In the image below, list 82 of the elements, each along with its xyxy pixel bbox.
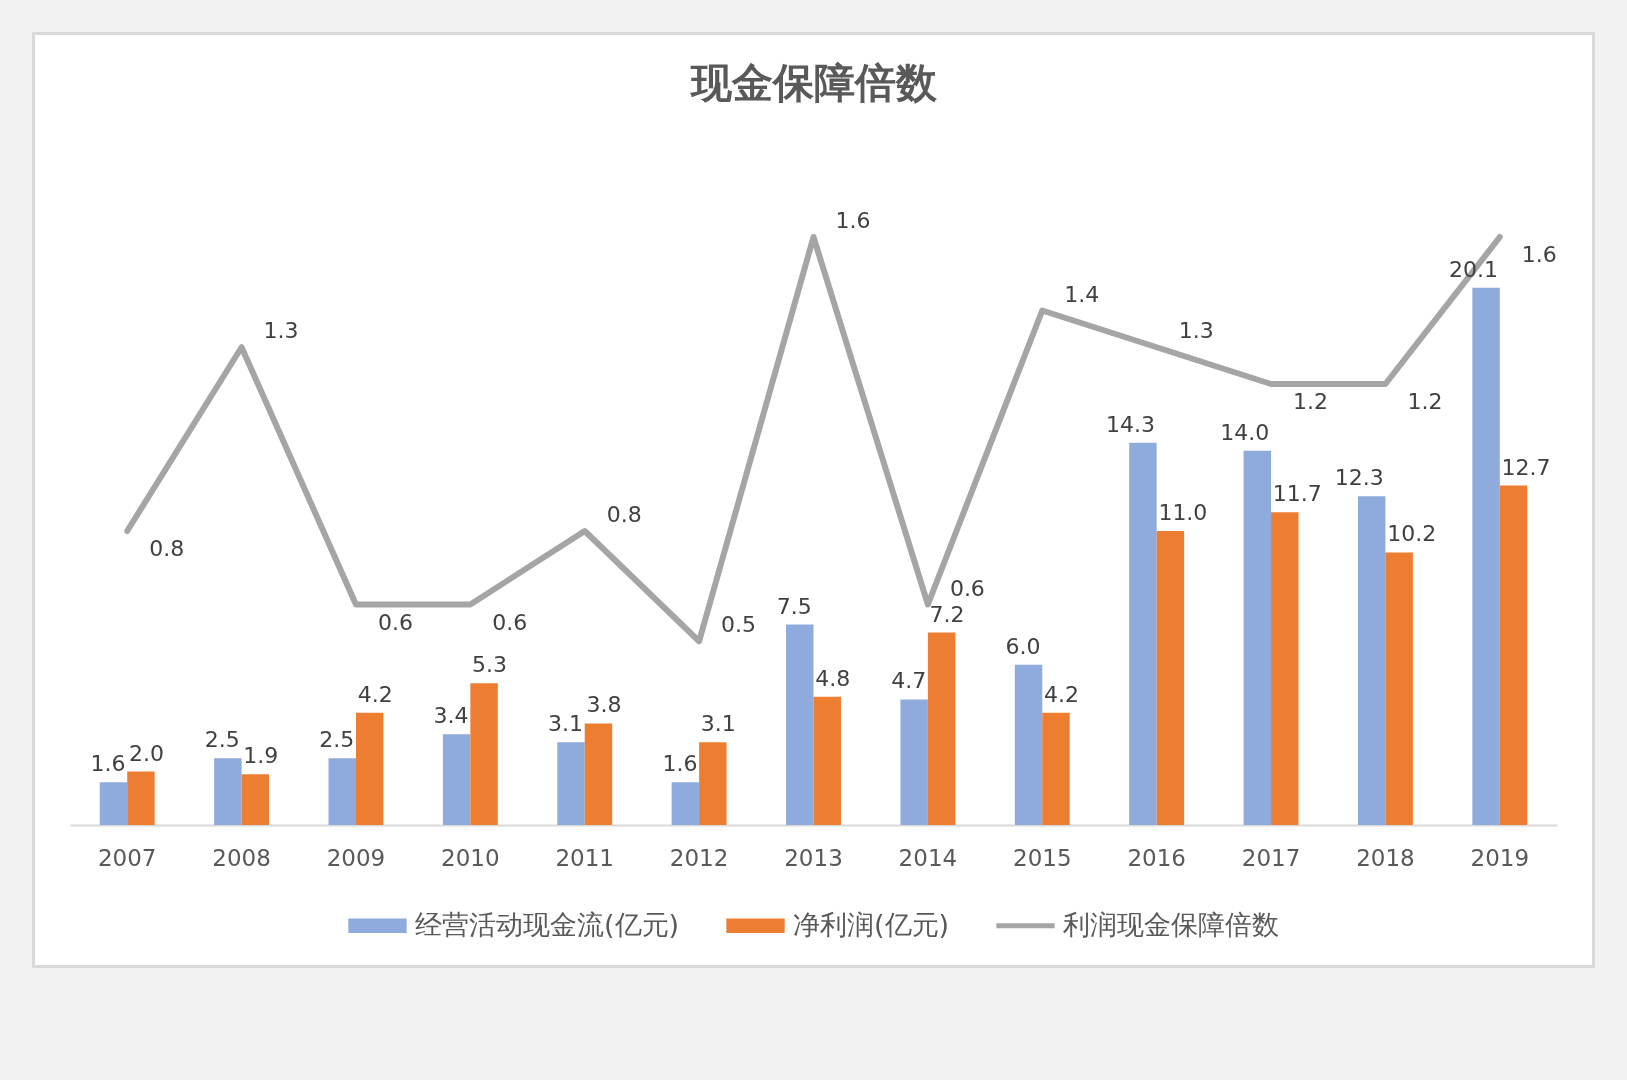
data-label: 0.8 [149,536,185,561]
data-label: 12.3 [1334,465,1384,491]
bar [1156,531,1185,825]
data-label: 4.7 [891,668,927,694]
x-tick-label: 2018 [1356,844,1415,871]
bar [1499,485,1528,825]
data-label: 1.9 [243,743,279,769]
data-label: 2.5 [204,727,240,753]
x-tick-label: 2017 [1241,844,1301,871]
data-label: 0.8 [606,502,642,527]
bar [813,696,841,825]
bar [241,774,270,825]
data-label: 1.3 [1178,318,1214,344]
data-label: 6.0 [1005,633,1041,659]
bar [786,624,814,825]
bar [557,742,585,825]
x-tick-label: 2015 [1013,844,1072,871]
bar [214,758,242,825]
bar [900,699,928,825]
data-label: 5.3 [472,652,508,678]
data-label: 1.6 [662,751,698,777]
data-label: 10.2 [1387,521,1437,547]
data-label: 0.6 [949,575,985,601]
data-label: 3.4 [433,703,469,729]
data-label: 7.2 [929,601,965,627]
x-tick-label: 2012 [669,844,729,871]
bar [1472,287,1500,825]
data-label: 11.7 [1272,481,1322,507]
bar [1357,496,1386,825]
bar [671,782,700,825]
legend-label: 净利润(亿元) [793,908,950,940]
bar [584,723,613,825]
bar [127,771,155,825]
legend-label: 经营活动现金流(亿元) [415,908,680,940]
data-label: 0.6 [492,609,528,635]
bar [699,742,727,825]
chart-title: 现金保障倍数 [688,59,938,107]
bar [470,683,498,825]
data-label: 20.1 [1449,256,1499,282]
x-tick-label: 2010 [441,844,500,871]
bar [1271,512,1299,825]
data-label: 1.2 [1407,389,1443,414]
data-label: 0.5 [721,612,757,638]
bar [1129,442,1157,825]
bar [1042,712,1070,825]
data-label: 2.5 [319,727,355,753]
data-label: 7.5 [776,593,812,619]
data-label: 4.8 [815,665,851,691]
data-label: 1.6 [1521,242,1557,267]
data-label: 3.1 [548,711,583,737]
data-label: 1.3 [263,318,299,344]
data-label: 3.1 [700,711,736,737]
x-tick-label: 2009 [326,844,386,871]
data-label: 0.6 [377,609,413,635]
legend-label: 利润现金保障倍数 [1063,908,1279,940]
data-label: 2.0 [128,740,164,766]
data-label: 1.6 [90,751,126,777]
bar [1385,552,1413,825]
data-label: 11.0 [1158,500,1208,525]
x-tick-label: 2019 [1470,844,1530,871]
x-tick-label: 2016 [1127,844,1186,871]
x-tick-label: 2007 [97,844,157,871]
data-label: 1.2 [1293,389,1329,414]
bar [355,712,384,825]
bar [99,782,128,825]
bar [1243,450,1272,825]
data-label: 1.4 [1064,281,1100,307]
bar [442,734,471,825]
data-label: 4.2 [357,681,393,707]
data-label: 1.6 [835,208,871,233]
bar [1014,664,1043,825]
data-label: 14.0 [1220,419,1270,445]
data-label: 12.7 [1501,454,1551,480]
data-label: 4.2 [1044,681,1079,707]
bar [328,758,356,825]
x-tick-label: 2014 [898,844,958,871]
data-label: 3.8 [586,692,622,718]
bar [927,632,956,825]
data-label: 14.3 [1105,411,1155,437]
x-tick-label: 2011 [555,844,614,871]
x-tick-label: 2013 [784,844,843,871]
x-tick-label: 2008 [212,844,271,871]
